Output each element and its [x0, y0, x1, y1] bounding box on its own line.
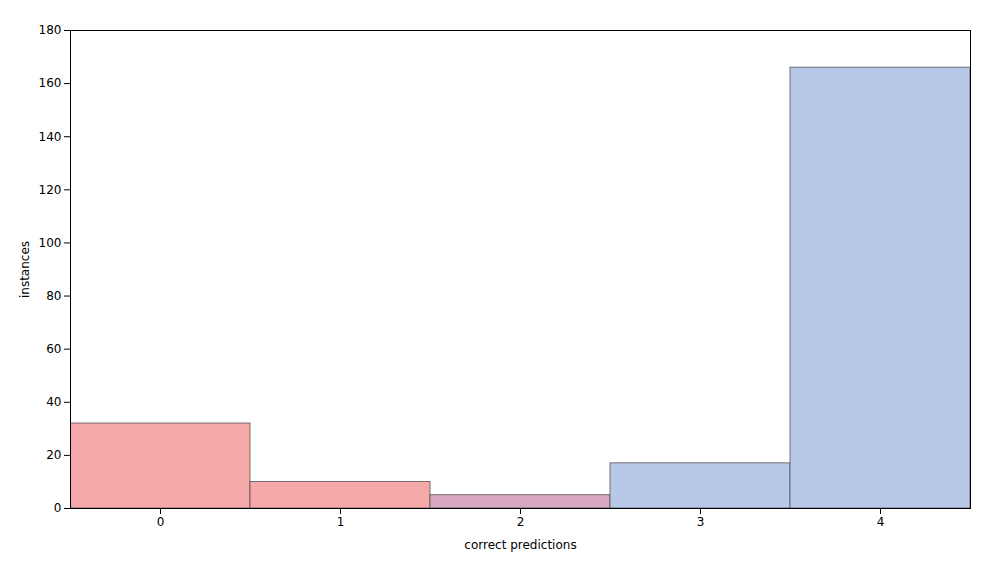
svg-text:60: 60 — [46, 342, 61, 356]
svg-text:80: 80 — [46, 289, 61, 303]
svg-text:3: 3 — [697, 515, 705, 529]
svg-text:1: 1 — [337, 515, 345, 529]
svg-text:correct predictions: correct predictions — [464, 538, 576, 552]
svg-text:4: 4 — [877, 515, 885, 529]
svg-text:180: 180 — [39, 23, 62, 37]
svg-text:40: 40 — [46, 395, 61, 409]
svg-text:0: 0 — [54, 501, 62, 515]
svg-text:100: 100 — [39, 236, 62, 250]
svg-text:160: 160 — [39, 76, 62, 90]
svg-text:2: 2 — [517, 515, 525, 529]
svg-text:instances: instances — [18, 241, 32, 298]
svg-text:140: 140 — [39, 130, 62, 144]
svg-text:0: 0 — [157, 515, 165, 529]
svg-text:20: 20 — [46, 448, 61, 462]
svg-text:120: 120 — [39, 183, 62, 197]
